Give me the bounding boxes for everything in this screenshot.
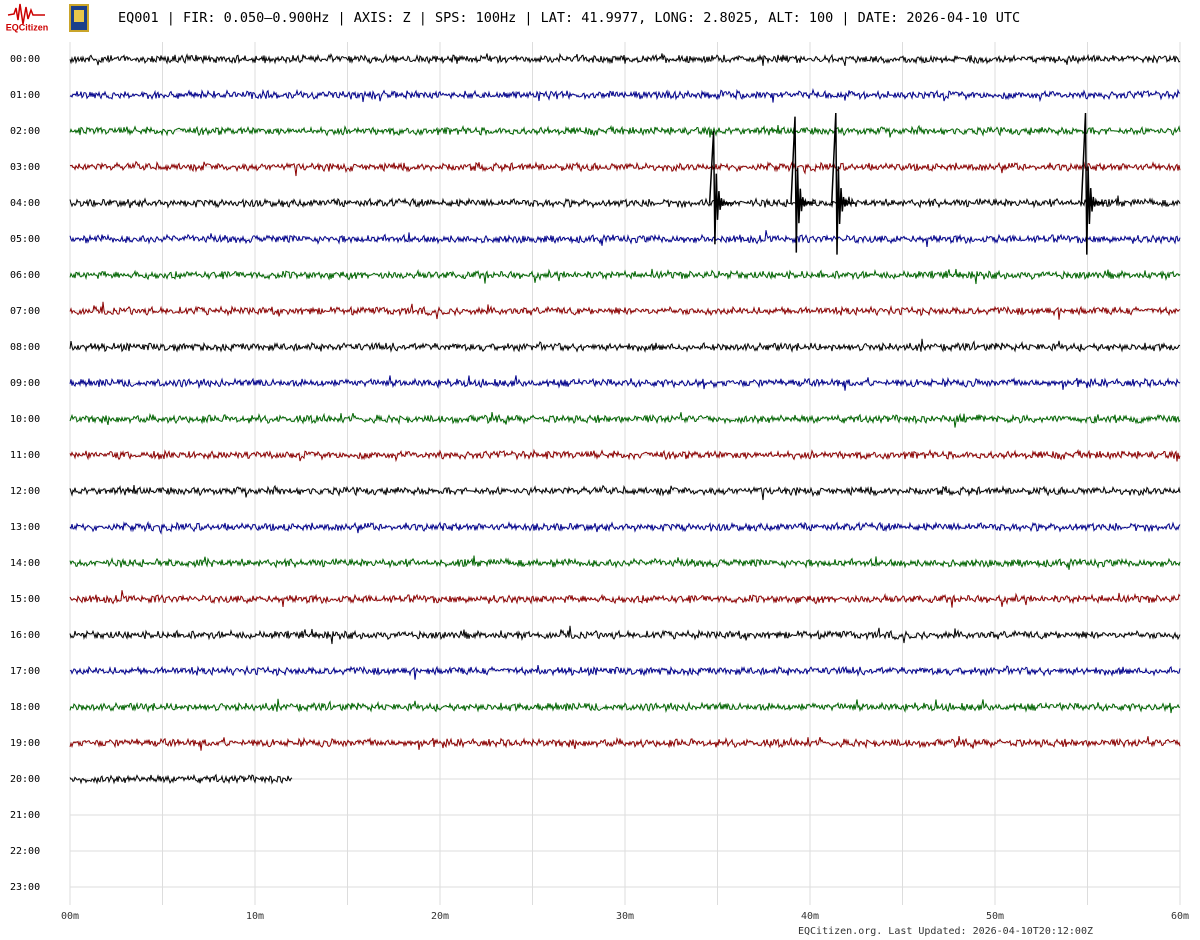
trace <box>69 375 1181 391</box>
y-tick-label: 14:00 <box>10 558 40 569</box>
y-tick-label: 00:00 <box>10 54 40 65</box>
x-tick-label: 00m <box>61 911 79 922</box>
y-tick-label: 12:00 <box>10 486 40 497</box>
logo-text: EQCitizen <box>6 22 49 32</box>
trace <box>69 736 1181 751</box>
y-tick-label: 10:00 <box>10 414 40 425</box>
y-tick-label: 03:00 <box>10 162 40 173</box>
x-tick-label: 60m <box>1171 911 1189 922</box>
y-tick-label: 18:00 <box>10 702 40 713</box>
logo-wave <box>7 3 45 25</box>
y-tick-label: 08:00 <box>10 342 40 353</box>
y-tick-label: 17:00 <box>10 666 40 677</box>
logo: EQCitizen <box>6 3 89 32</box>
y-tick-label: 20:00 <box>10 774 40 785</box>
y-tick-label: 01:00 <box>10 90 40 101</box>
trace <box>69 484 1181 501</box>
y-tick-label: 04:00 <box>10 198 40 209</box>
trace <box>69 590 1181 608</box>
event <box>1080 112 1106 255</box>
event <box>790 116 816 253</box>
trace <box>69 301 1181 320</box>
event <box>831 112 856 255</box>
trace <box>69 773 293 785</box>
trace <box>69 124 1181 138</box>
y-tick-label: 06:00 <box>10 270 40 281</box>
trace <box>69 665 1181 680</box>
trace <box>69 338 1181 353</box>
trace <box>69 87 1181 103</box>
trace <box>69 448 1181 463</box>
trace <box>69 520 1181 535</box>
logo-icon-inner <box>74 10 84 22</box>
y-tick-label: 15:00 <box>10 594 40 605</box>
trace <box>69 412 1181 428</box>
trace <box>69 698 1181 714</box>
y-tick-label: 11:00 <box>10 450 40 461</box>
y-tick-label: 21:00 <box>10 810 40 821</box>
trace <box>69 52 1181 67</box>
y-tick-label: 22:00 <box>10 846 40 857</box>
x-tick-label: 20m <box>431 911 449 922</box>
event <box>708 130 734 245</box>
trace <box>69 625 1181 645</box>
x-tick-label: 40m <box>801 911 819 922</box>
trace <box>69 195 1181 209</box>
trace <box>69 555 1181 570</box>
trace <box>69 268 1181 285</box>
x-tick-label: 30m <box>616 911 634 922</box>
y-tick-label: 16:00 <box>10 630 40 641</box>
y-tick-label: 13:00 <box>10 522 40 533</box>
x-tick-label: 50m <box>986 911 1004 922</box>
trace <box>69 160 1181 177</box>
chart-title: EQ001 | FIR: 0.050–0.900Hz | AXIS: Z | S… <box>118 10 1020 26</box>
y-tick-label: 05:00 <box>10 234 40 245</box>
y-tick-label: 23:00 <box>10 882 40 893</box>
y-tick-label: 07:00 <box>10 306 40 317</box>
x-tick-label: 10m <box>246 911 264 922</box>
y-tick-label: 09:00 <box>10 378 40 389</box>
y-tick-label: 02:00 <box>10 126 40 137</box>
footer: EQCitizen.org. Last Updated: 2026-04-10T… <box>798 926 1093 937</box>
y-tick-label: 19:00 <box>10 738 40 749</box>
trace <box>69 230 1181 247</box>
